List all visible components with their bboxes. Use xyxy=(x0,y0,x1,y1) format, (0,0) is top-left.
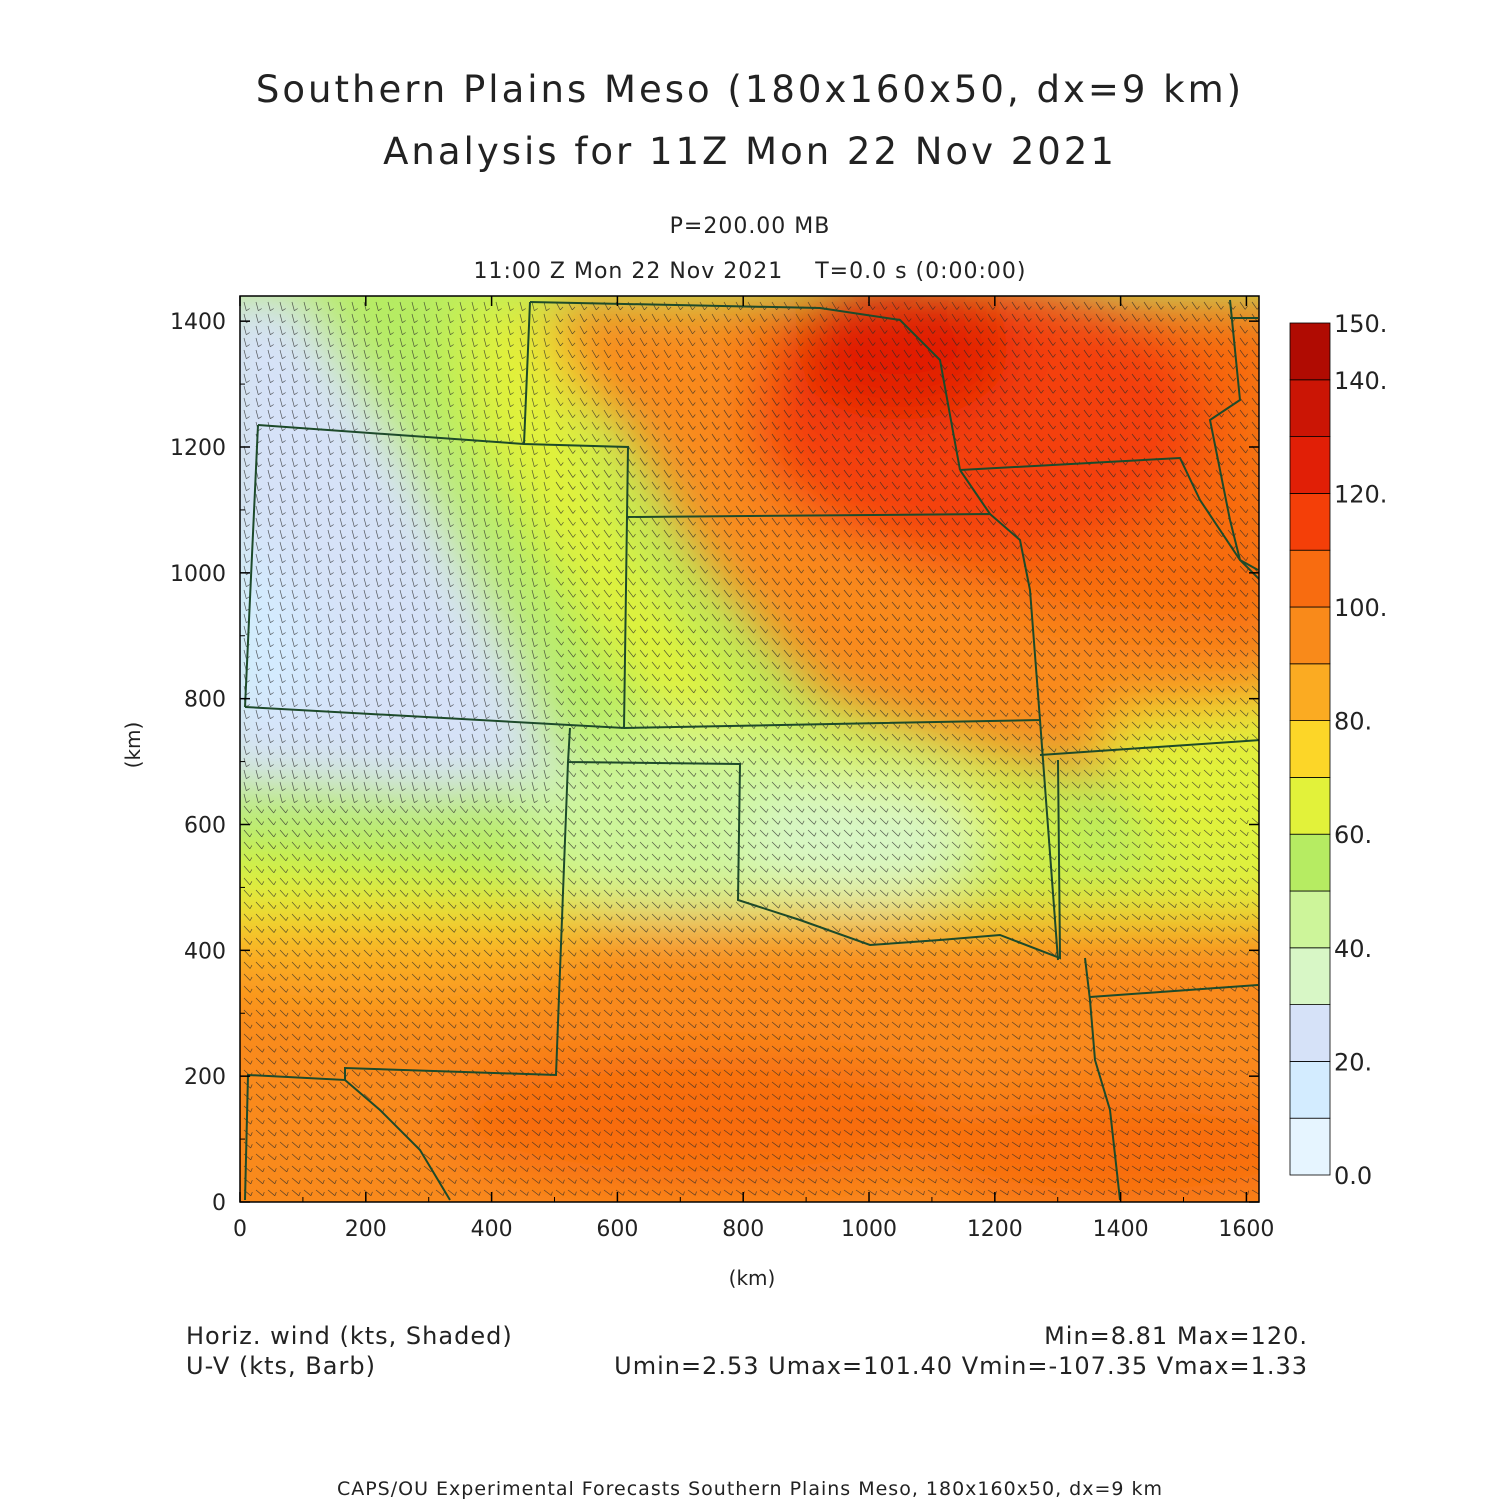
x-tick-label: 1400 xyxy=(1093,1217,1149,1242)
boundary-texas-east xyxy=(1084,957,1121,1201)
x-tick-label: 1600 xyxy=(1218,1217,1274,1242)
barb-field xyxy=(243,301,1259,1197)
y-tick-label: 200 xyxy=(184,1065,226,1090)
colorbar-label: 120. xyxy=(1334,480,1387,508)
title-line2: Analysis for 11Z Mon 22 Nov 2021 xyxy=(383,130,1117,173)
x-tick-label: 1200 xyxy=(967,1217,1023,1242)
stats-uv-range: Umin=2.53 Umax=101.40 Vmin=-107.35 Vmax=… xyxy=(614,1352,1308,1380)
y-tick-label: 1000 xyxy=(170,562,226,587)
colorbar-swatch xyxy=(1289,492,1331,551)
colorbar-label: 150. xyxy=(1334,310,1387,338)
boundary-mississippi xyxy=(1208,299,1259,571)
colorbar-swatch xyxy=(1289,890,1331,949)
x-tick-label: 0 xyxy=(233,1217,247,1242)
subtitle-time: 11:00 Z Mon 22 Nov 2021 T=0.0 s (0:00:00… xyxy=(473,259,1027,284)
y-tick-label: 1200 xyxy=(170,436,226,461)
colorbar-label: 60. xyxy=(1334,821,1372,849)
colorbar-swatch xyxy=(1289,606,1331,665)
colorbar-swatch xyxy=(1289,947,1331,1005)
colorbar-label: 20. xyxy=(1334,1048,1372,1076)
y-tick-label: 600 xyxy=(184,814,226,839)
legend-shaded-field: Horiz. wind (kts, Shaded) xyxy=(186,1322,513,1350)
state-boundaries xyxy=(244,299,1259,1201)
colorbar-swatch xyxy=(1289,663,1331,721)
title-line1: Southern Plains Meso (180x160x50, dx=9 k… xyxy=(255,68,1245,111)
colorbar-swatch xyxy=(1289,1117,1331,1176)
colorbar-swatch xyxy=(1289,379,1331,437)
boundary-colorado-west xyxy=(244,424,259,708)
boundary-nebraska-east xyxy=(959,469,991,515)
colorbar-swatch xyxy=(1289,549,1331,608)
credit-footer: CAPS/OU Experimental Forecasts Southern … xyxy=(336,1478,1164,1500)
x-tick-label: 800 xyxy=(722,1217,764,1242)
colorbar-label: 0.0 xyxy=(1334,1162,1372,1190)
subtitle-level: P=200.00 MB xyxy=(669,214,831,239)
x-tick-label: 400 xyxy=(471,1217,513,1242)
boundary-arkansas-louisiana xyxy=(1089,984,1259,998)
colorbar-swatch xyxy=(1289,777,1331,835)
boundary-missouri-arkansas xyxy=(1039,739,1259,756)
colorbar-label: 100. xyxy=(1334,594,1387,622)
colorbar-label: 140. xyxy=(1334,367,1387,395)
x-tick-label: 1000 xyxy=(841,1217,897,1242)
y-tick-label: 1400 xyxy=(170,310,226,335)
wind-barbs xyxy=(243,301,1259,1197)
colorbar-swatch xyxy=(1289,322,1331,381)
y-tick-label: 0 xyxy=(212,1191,226,1216)
colorbar-label: 80. xyxy=(1334,708,1372,736)
y-tick-label: 400 xyxy=(184,939,226,964)
y-tick-label: 800 xyxy=(184,688,226,713)
boundary-texas-west xyxy=(244,761,569,1201)
boundary-oklahoma xyxy=(566,727,1062,960)
boundary-oklahoma-east xyxy=(1039,719,1059,961)
boundary-wyoming-nebraska xyxy=(523,301,531,445)
stats-min-max: Min=8.81 Max=120. xyxy=(1044,1322,1308,1350)
plot-frame xyxy=(239,295,1260,1203)
colorbar-swatch xyxy=(1289,833,1331,892)
y-axis: 0 200 400 600 800 1000 1200 1400 xyxy=(170,310,1259,1216)
colorbar-swatch xyxy=(1289,720,1331,778)
colorbar-swatch xyxy=(1289,1004,1331,1062)
boundary-kansas xyxy=(623,512,1042,729)
colorbar-label: 40. xyxy=(1334,935,1372,963)
y-axis-label: (km) xyxy=(121,722,145,769)
x-tick-label: 600 xyxy=(596,1217,638,1242)
boundary-colorado xyxy=(244,424,630,730)
colorbar-swatch xyxy=(1289,1061,1331,1119)
colorbar: 0.0 20. 40. 60. 80. 100. 120. 140. 150. xyxy=(1289,310,1387,1190)
boundary-iowa-missouri xyxy=(959,456,1259,581)
x-tick-label: 200 xyxy=(345,1217,387,1242)
boundary-texas-mexico xyxy=(344,1079,451,1201)
x-axis: 0 200 400 600 800 1000 1200 1400 1600 xyxy=(233,296,1274,1242)
boundary-nebraska-north xyxy=(529,301,961,471)
legend-barb-field: U-V (kts, Barb) xyxy=(186,1352,376,1380)
colorbar-swatch xyxy=(1289,436,1331,494)
x-axis-label: (km) xyxy=(729,1266,776,1290)
wind-speed-shading xyxy=(240,296,1259,1202)
